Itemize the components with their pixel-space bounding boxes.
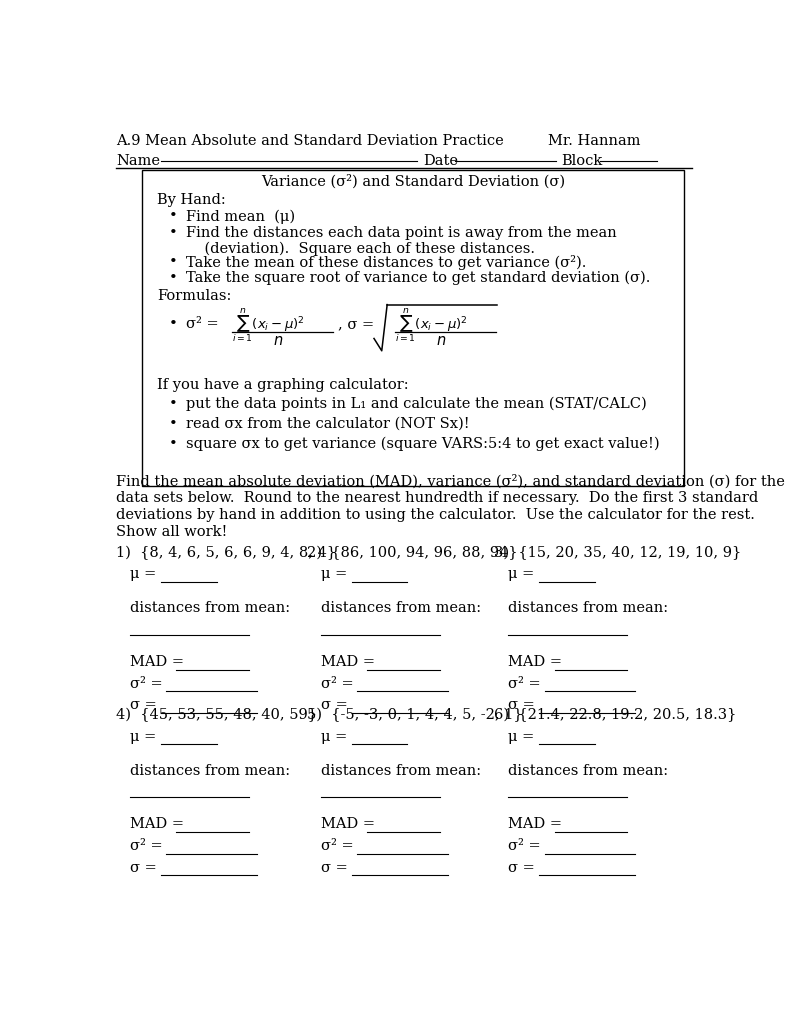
Text: μ =: μ = xyxy=(130,567,156,582)
Text: Block: Block xyxy=(561,155,602,169)
Text: •: • xyxy=(168,397,177,411)
Text: σ =: σ = xyxy=(508,860,535,874)
Text: put the data points in L₁ and calculate the mean (STAT/CALC): put the data points in L₁ and calculate … xyxy=(186,397,646,412)
Text: distances from mean:: distances from mean: xyxy=(320,764,481,777)
Text: μ =: μ = xyxy=(320,567,346,582)
Text: σ² =: σ² = xyxy=(508,677,541,690)
Text: μ =: μ = xyxy=(130,730,156,743)
Text: 2)  {86, 100, 94, 96, 88, 94}: 2) {86, 100, 94, 96, 88, 94} xyxy=(307,546,517,560)
Text: Show all work!: Show all work! xyxy=(116,525,227,539)
Text: distances from mean:: distances from mean: xyxy=(508,764,668,777)
Text: σ² =: σ² = xyxy=(320,677,353,690)
Text: Date: Date xyxy=(423,155,458,169)
Text: •: • xyxy=(168,316,177,331)
Text: 6)  {21.4, 22.8, 19.2, 20.5, 18.3}: 6) {21.4, 22.8, 19.2, 20.5, 18.3} xyxy=(494,708,736,722)
Text: MAD =: MAD = xyxy=(130,817,184,831)
Text: $\sum_{i=1}^{n}(x_i-\mu)^2$: $\sum_{i=1}^{n}(x_i-\mu)^2$ xyxy=(233,307,305,345)
Text: μ =: μ = xyxy=(508,730,535,743)
Bar xyxy=(142,170,684,485)
Text: 1)  {8, 4, 6, 5, 6, 6, 9, 4, 8, 4}: 1) {8, 4, 6, 5, 6, 6, 9, 4, 8, 4} xyxy=(116,546,336,560)
Text: Find the distances each data point is away from the mean: Find the distances each data point is aw… xyxy=(186,226,616,240)
Text: Find the mean absolute deviation (MAD), variance (σ²), and standard deviation (σ: Find the mean absolute deviation (MAD), … xyxy=(116,474,785,488)
Text: Formulas:: Formulas: xyxy=(157,289,232,303)
Text: σ =: σ = xyxy=(320,698,347,712)
Text: Variance (σ²) and Standard Deviation (σ): Variance (σ²) and Standard Deviation (σ) xyxy=(261,174,565,188)
Text: A.9 Mean Absolute and Standard Deviation Practice: A.9 Mean Absolute and Standard Deviation… xyxy=(116,134,504,147)
Text: σ² =: σ² = xyxy=(186,316,218,331)
Text: MAD =: MAD = xyxy=(320,655,374,669)
Text: distances from mean:: distances from mean: xyxy=(130,601,290,615)
Text: distances from mean:: distances from mean: xyxy=(320,601,481,615)
Text: MAD =: MAD = xyxy=(130,655,184,669)
Text: MAD =: MAD = xyxy=(508,655,562,669)
Text: 3)  {15, 20, 35, 40, 12, 19, 10, 9}: 3) {15, 20, 35, 40, 12, 19, 10, 9} xyxy=(494,546,741,560)
Text: MAD =: MAD = xyxy=(508,817,562,831)
Text: σ² =: σ² = xyxy=(130,839,162,853)
Text: 5)  {-5, -3, 0, 1, 4, 4, 5, -2, 1}: 5) {-5, -3, 0, 1, 4, 4, 5, -2, 1} xyxy=(307,708,522,722)
Text: Take the mean of these distances to get variance (σ²).: Take the mean of these distances to get … xyxy=(186,255,586,270)
Text: $\sum_{i=1}^{n}(x_i-\mu)^2$: $\sum_{i=1}^{n}(x_i-\mu)^2$ xyxy=(395,307,467,345)
Text: σ² =: σ² = xyxy=(508,839,541,853)
Text: σ =: σ = xyxy=(508,698,535,712)
Text: •: • xyxy=(168,437,177,451)
Text: •: • xyxy=(168,270,177,285)
Text: σ =: σ = xyxy=(130,698,157,712)
Text: $n$: $n$ xyxy=(436,334,446,348)
Text: σ² =: σ² = xyxy=(320,839,353,853)
Text: distances from mean:: distances from mean: xyxy=(508,601,668,615)
Text: , σ =: , σ = xyxy=(338,316,373,331)
Text: Find mean  (μ): Find mean (μ) xyxy=(186,209,295,223)
Text: 4)  {45, 53, 55, 48, 40, 59}: 4) {45, 53, 55, 48, 40, 59} xyxy=(116,708,317,722)
Text: •: • xyxy=(168,255,177,269)
Text: σ² =: σ² = xyxy=(130,677,162,690)
Text: Take the square root of variance to get standard deviation (σ).: Take the square root of variance to get … xyxy=(186,270,650,285)
Text: σ =: σ = xyxy=(320,860,347,874)
Text: By Hand:: By Hand: xyxy=(157,193,225,207)
Text: distances from mean:: distances from mean: xyxy=(130,764,290,777)
Text: Mr. Hannam: Mr. Hannam xyxy=(548,134,641,147)
Text: $n$: $n$ xyxy=(273,334,283,348)
Text: μ =: μ = xyxy=(508,567,535,582)
Text: •: • xyxy=(168,226,177,240)
Text: square σx to get variance (square VARS:5:4 to get exact value!): square σx to get variance (square VARS:5… xyxy=(186,437,660,452)
Text: σ =: σ = xyxy=(130,860,157,874)
Text: •: • xyxy=(168,417,177,431)
Text: deviations by hand in addition to using the calculator.  Use the calculator for : deviations by hand in addition to using … xyxy=(116,508,755,522)
Text: MAD =: MAD = xyxy=(320,817,374,831)
Text: •: • xyxy=(168,209,177,223)
Text: μ =: μ = xyxy=(320,730,346,743)
Text: If you have a graphing calculator:: If you have a graphing calculator: xyxy=(157,378,409,392)
Text: data sets below.  Round to the nearest hundredth if necessary.  Do the first 3 s: data sets below. Round to the nearest hu… xyxy=(116,490,759,505)
Text: read σx from the calculator (NOT Sx)!: read σx from the calculator (NOT Sx)! xyxy=(186,417,469,431)
Text: Name: Name xyxy=(116,155,160,169)
Text: (deviation).  Square each of these distances.: (deviation). Square each of these distan… xyxy=(186,242,535,256)
